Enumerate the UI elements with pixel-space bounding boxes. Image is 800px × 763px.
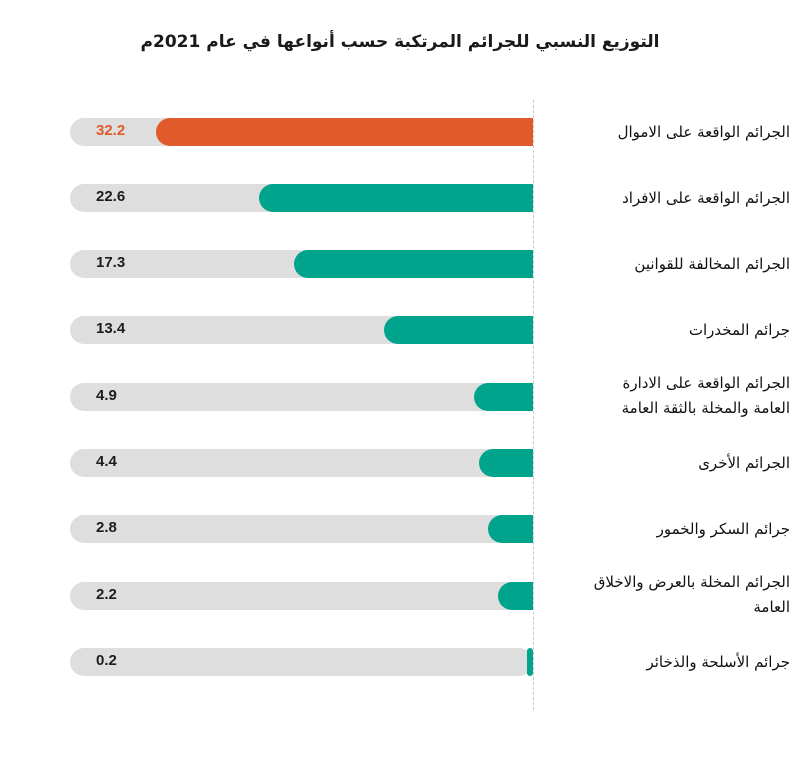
category-label: الجرائم الواقعة على الافراد bbox=[622, 189, 790, 207]
bar-track: 4.9 bbox=[70, 383, 533, 411]
category-label: جرائم السكر والخمور bbox=[656, 520, 790, 538]
bar-row: 4.4 الجرائم الأخرى bbox=[0, 449, 800, 513]
bar-track: 4.4 bbox=[70, 449, 533, 477]
bar-row: 0.2 جرائم الأسلحة والذخائر bbox=[0, 648, 800, 712]
bar-row: 2.8 جرائم السكر والخمور bbox=[0, 515, 800, 579]
bar-fill bbox=[294, 250, 533, 278]
bar-row: 17.3 الجرائم المخالفة للقوانين bbox=[0, 250, 800, 314]
bar-fill bbox=[498, 582, 533, 610]
bar-fill bbox=[527, 648, 533, 676]
category-label: الجرائم الأخرى bbox=[698, 454, 790, 472]
category-label: الجرائم المخلة بالعرض والاخلاق العامة bbox=[593, 573, 790, 616]
bar-fill bbox=[259, 184, 533, 212]
category-label: الجرائم المخالفة للقوانين bbox=[634, 255, 790, 273]
bar-value: 4.4 bbox=[96, 453, 117, 470]
bar-value: 22.6 bbox=[96, 188, 126, 205]
chart-title: التوزيع النسبي للجرائم المرتكبة حسب أنوا… bbox=[140, 32, 660, 52]
bar-row: 13.4 جرائم المخدرات bbox=[0, 316, 800, 380]
bar-value: 13.4 bbox=[96, 320, 126, 337]
bar-fill bbox=[156, 118, 533, 146]
bar-track: 17.3 bbox=[70, 250, 533, 278]
category-label: جرائم الأسلحة والذخائر bbox=[646, 653, 790, 671]
bar-fill bbox=[474, 383, 533, 411]
bar-value: 17.3 bbox=[96, 254, 126, 271]
category-label: جرائم المخدرات bbox=[688, 321, 790, 339]
axis-dashed-line bbox=[533, 100, 534, 710]
bar-row: 32.2 الجرائم الواقعة على الاموال bbox=[0, 118, 800, 182]
bar-value: 2.8 bbox=[96, 519, 117, 536]
bar-value: 0.2 bbox=[96, 652, 117, 669]
bar-track: 22.6 bbox=[70, 184, 533, 212]
bar-value: 2.2 bbox=[96, 586, 117, 603]
category-label: الجرائم الواقعة على الاموال bbox=[617, 123, 790, 141]
bar-fill bbox=[479, 449, 533, 477]
bar-row: 22.6 الجرائم الواقعة على الافراد bbox=[0, 184, 800, 248]
bar-track: 32.2 bbox=[70, 118, 533, 146]
category-label: الجرائم الواقعة على الادارة العامة والمخل… bbox=[621, 374, 790, 417]
bar-track: 2.2 bbox=[70, 582, 533, 610]
bar-row: 4.9 الجرائم الواقعة على الادارة العامة وال… bbox=[0, 374, 800, 447]
bar-value: 32.2 bbox=[96, 122, 126, 139]
bar-track: 0.2 bbox=[70, 648, 533, 676]
bar-track: 2.8 bbox=[70, 515, 533, 543]
bar-fill bbox=[488, 515, 533, 543]
bar-fill bbox=[384, 316, 533, 344]
bar-row: 2.2 الجرائم المخلة بالعرض والاخلاق العامة bbox=[0, 573, 800, 646]
bar-track: 13.4 bbox=[70, 316, 533, 344]
bar-value: 4.9 bbox=[96, 387, 117, 404]
